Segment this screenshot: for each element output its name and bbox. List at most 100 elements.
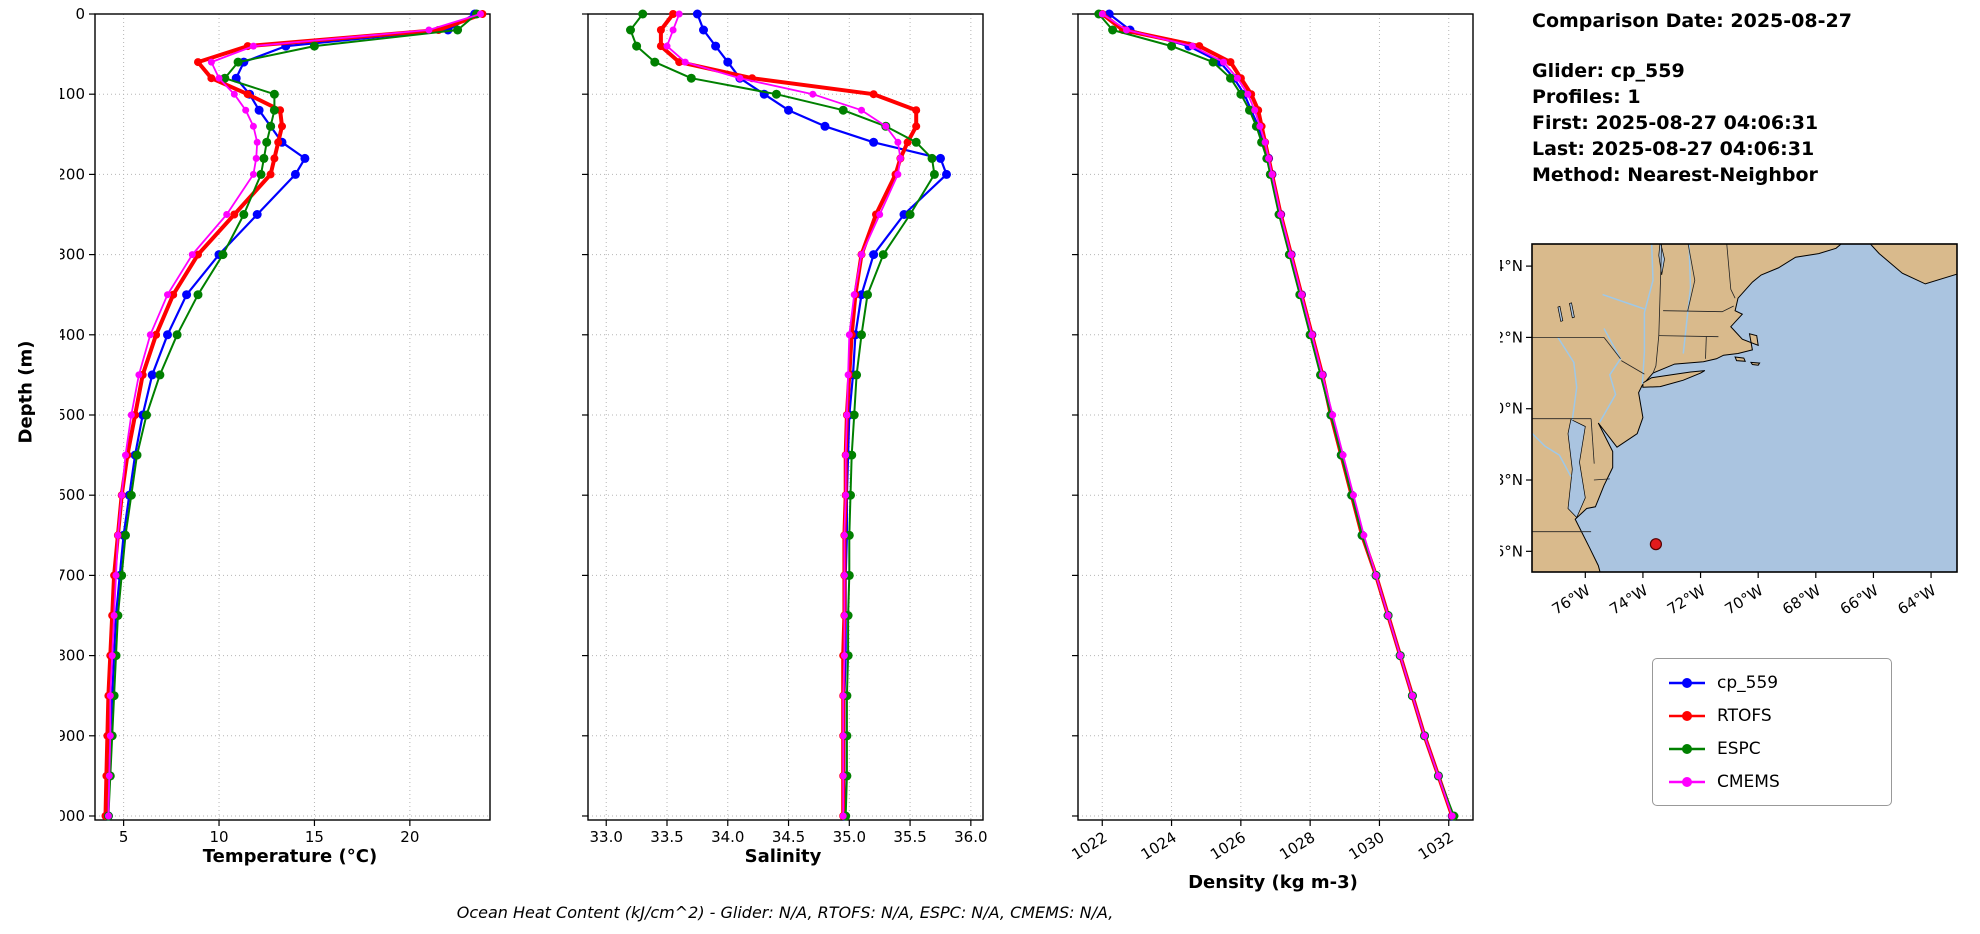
state-border-line (1663, 305, 1734, 313)
river-line (1602, 293, 1645, 310)
svg-text:35.0: 35.0 (833, 828, 866, 846)
comparison-date-text: Comparison Date: 2025-08-27 (1532, 10, 1852, 32)
svg-text:33.5: 33.5 (650, 828, 683, 846)
last-time-text: Last: 2025-08-27 04:06:31 (1532, 138, 1815, 160)
state-border-line (1726, 244, 1736, 299)
svg-text:70°W: 70°W (1722, 581, 1767, 618)
salinity-axis-label: Salinity (744, 846, 822, 867)
series-CMEMS (1098, 10, 1456, 820)
svg-text:66°W: 66°W (1837, 581, 1882, 618)
glider-name-text: Glider: cp_559 (1532, 60, 1685, 82)
first-time-text: First: 2025-08-27 04:06:31 (1532, 112, 1819, 134)
temperature-profile-chart: 510152001002003004005006007008009001000 (60, 5, 491, 846)
bay-polygon (1658, 244, 1665, 276)
state-border-line (1590, 418, 1595, 464)
svg-text:400: 400 (60, 326, 85, 344)
location-map: 36°N 38°N 40°N 42°N 44°N 76°W 74°W 72°W 70°W 68°W… (1500, 243, 1958, 618)
bay-polygon (1567, 418, 1586, 519)
temperature-axis-label: Temperature (°C) (202, 846, 378, 867)
svg-text:72°W: 72°W (1664, 581, 1709, 618)
depth-axis-label: Depth (m) (15, 340, 37, 444)
svg-text:1024: 1024 (1138, 828, 1180, 864)
river-line (1532, 432, 1572, 477)
grid (588, 13, 983, 820)
map-layers (1532, 244, 1957, 572)
svg-text:36.0: 36.0 (954, 828, 987, 846)
svg-text:76°W: 76°W (1549, 581, 1594, 618)
ocean-heat-content-caption: Ocean Heat Content (kJ/cm^2) - Glider: N… (456, 903, 1114, 922)
svg-text:64°W: 64°W (1895, 581, 1940, 618)
state-border-line (1652, 335, 1660, 374)
svg-text:38°N: 38°N (1500, 471, 1523, 489)
bay-polygon (1557, 305, 1564, 322)
legend-marker-cmems (1669, 776, 1705, 787)
svg-text:5: 5 (119, 828, 129, 846)
svg-text:34.5: 34.5 (772, 828, 805, 846)
svg-text:1000: 1000 (60, 807, 85, 825)
svg-text:20: 20 (400, 828, 419, 846)
legend-item-cp_559: cp_559 (1653, 666, 1891, 699)
svg-text:68°W: 68°W (1779, 581, 1824, 618)
salinity-profile-chart: 33.0 33.5 34.0 34.5 35.0 35.5 36.0 (582, 9, 988, 846)
svg-text:40°N: 40°N (1500, 400, 1523, 418)
svg-text:0: 0 (75, 5, 85, 23)
series-ESPC (1094, 9, 1459, 821)
river-line (1641, 244, 1654, 384)
land-polygon (1734, 356, 1746, 362)
svg-text:42°N: 42°N (1500, 328, 1523, 346)
state-border-line (1687, 244, 1696, 312)
series-ESPC (103, 9, 482, 821)
river-line (1557, 336, 1578, 421)
svg-text:900: 900 (60, 727, 85, 745)
legend-marker-rtofs (1669, 710, 1705, 721)
state-border-line (1705, 336, 1707, 359)
bay-polygon (1569, 302, 1575, 319)
svg-text:36°N: 36°N (1500, 542, 1523, 560)
svg-text:1032: 1032 (1415, 828, 1457, 864)
svg-text:34.0: 34.0 (711, 828, 744, 846)
svg-text:600: 600 (60, 486, 85, 504)
land-polygon (1750, 361, 1761, 366)
legend-item-cmems: CMEMS (1653, 765, 1891, 798)
legend-item-espc: ESPC (1653, 732, 1891, 765)
svg-text:35.5: 35.5 (893, 828, 926, 846)
legend-label-espc: ESPC (1717, 738, 1761, 759)
state-border-line (1658, 244, 1663, 336)
svg-text:700: 700 (60, 566, 85, 584)
svg-text:1022: 1022 (1068, 828, 1110, 864)
svg-text:10: 10 (209, 828, 228, 846)
svg-text:200: 200 (60, 165, 85, 183)
legend-label-cp_559: cp_559 (1717, 672, 1779, 693)
land-polygon (1642, 370, 1706, 388)
river-line (1599, 328, 1622, 423)
svg-text:800: 800 (60, 647, 85, 665)
series-cp_559 (1104, 9, 1457, 821)
glider-location-marker (1649, 538, 1662, 551)
state-border-line (1593, 478, 1610, 481)
svg-text:1030: 1030 (1346, 828, 1388, 864)
state-border-line (1621, 360, 1645, 375)
info-gap (1532, 34, 1852, 58)
density-profile-chart: 1022 1024 1026 1028 1030 1032 (1068, 9, 1474, 864)
svg-text:44°N: 44°N (1500, 257, 1523, 275)
svg-text:100: 100 (60, 85, 85, 103)
svg-text:15: 15 (305, 828, 324, 846)
axes-ticks: 510152001002003004005006007008009001000 (60, 5, 419, 846)
state-border-line (1603, 337, 1621, 360)
profiles-count-text: Profiles: 1 (1532, 86, 1641, 108)
info-panel: Comparison Date: 2025-08-27 Glider: cp_5… (1532, 8, 1852, 188)
svg-text:500: 500 (60, 406, 85, 424)
land-polygon (1869, 244, 1957, 285)
grid (95, 13, 490, 820)
legend-label-cmems: CMEMS (1717, 771, 1780, 792)
method-text: Method: Nearest-Neighbor (1532, 164, 1818, 186)
legend-item-rtofs: RTOFS (1653, 699, 1891, 732)
svg-text:1028: 1028 (1276, 828, 1318, 864)
land-polygon (1532, 244, 1842, 572)
svg-text:1026: 1026 (1207, 828, 1249, 864)
state-border-line (1658, 335, 1719, 338)
series-CMEMS (663, 10, 904, 820)
legend: cp_559 RTOFS ESPC CMEMS (1652, 658, 1892, 806)
axes-ticks: 33.0 33.5 34.0 34.5 35.0 35.5 36.0 (582, 13, 988, 846)
